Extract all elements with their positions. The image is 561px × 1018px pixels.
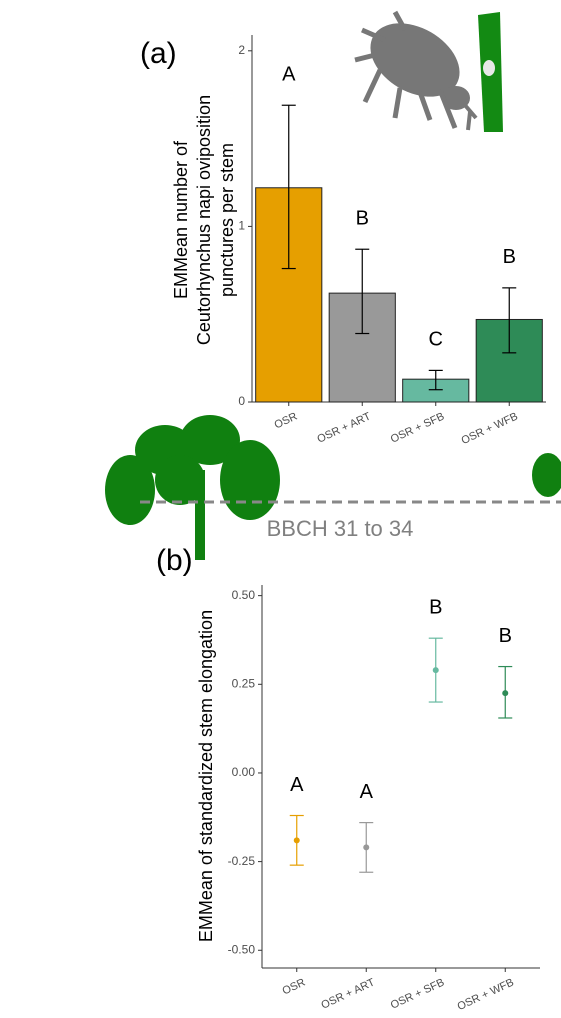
x-tick-label: OSR + WFB bbox=[460, 410, 520, 447]
significance-letter: B bbox=[503, 246, 516, 268]
weevil-illustration bbox=[354, 10, 503, 132]
y-axis-label: EMMean number of bbox=[171, 140, 191, 299]
y-tick-label: 2 bbox=[238, 43, 245, 57]
y-axis-label: punctures per stem bbox=[217, 143, 237, 297]
y-tick-label: -0.25 bbox=[228, 854, 256, 868]
plant-illustration bbox=[105, 415, 561, 560]
significance-letter: B bbox=[499, 625, 512, 647]
significance-letter: A bbox=[290, 774, 304, 796]
significance-letter: B bbox=[356, 208, 369, 230]
y-tick-label: -0.50 bbox=[228, 942, 256, 956]
y-tick-label: 0.25 bbox=[232, 676, 256, 690]
y-axis-label: EMMean of standardized stem elongation bbox=[196, 610, 216, 942]
x-tick-label: OSR bbox=[281, 976, 308, 997]
panel-label: (a) bbox=[140, 37, 177, 70]
x-tick-label: OSR bbox=[273, 410, 300, 431]
x-tick-label: OSR + SFB bbox=[389, 976, 446, 1011]
y-axis-label: Ceutorhynchus napi oviposition bbox=[194, 95, 214, 345]
x-tick-label: OSR + WFB bbox=[456, 976, 516, 1013]
panel-label: (b) bbox=[156, 544, 193, 577]
y-tick-label: 0.50 bbox=[232, 588, 256, 602]
annotation: BBCH 31 to 34 bbox=[267, 516, 414, 541]
significance-letter: B bbox=[429, 596, 442, 618]
y-tick-label: 0 bbox=[238, 394, 245, 408]
significance-letter: C bbox=[429, 329, 443, 351]
significance-letter: A bbox=[282, 64, 296, 86]
x-tick-label: OSR + ART bbox=[319, 976, 376, 1011]
x-tick-label: OSR + SFB bbox=[389, 410, 446, 445]
y-tick-label: 0.00 bbox=[232, 765, 256, 779]
y-tick-label: 1 bbox=[238, 219, 245, 233]
x-tick-label: OSR + ART bbox=[315, 410, 372, 445]
significance-letter: A bbox=[360, 781, 374, 803]
